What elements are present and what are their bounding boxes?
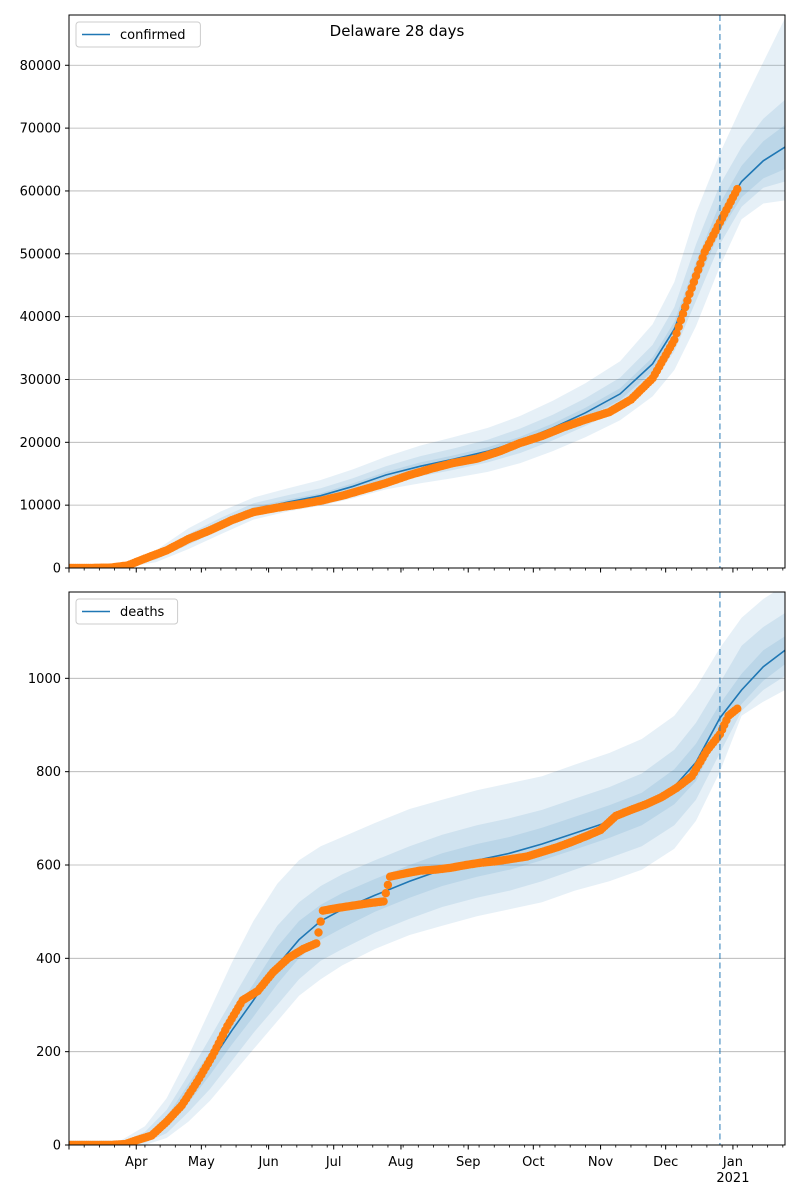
y-tick-label: 10000 — [20, 499, 61, 514]
y-tick-label: 60000 — [20, 184, 61, 199]
observed-point — [678, 309, 688, 318]
y-tick-label: 70000 — [20, 122, 61, 137]
y-tick-label: 40000 — [20, 310, 61, 325]
band-inner — [69, 636, 785, 1145]
deaths-panel: 0 200 400 600 800 1000 Apr May Jun Jul Aug Sep Oct No… — [28, 591, 786, 1186]
x-tick-label: Dec — [653, 1155, 678, 1170]
x-tick-label: Nov — [588, 1155, 614, 1170]
legend-label: deaths — [120, 605, 165, 620]
x-tick-label: Jun — [257, 1155, 278, 1170]
confirmed-panel: 0 10000 20000 30000 40000 50000 60000 70000 8000… — [20, 14, 786, 577]
observed-point — [676, 316, 686, 325]
observed-point — [674, 322, 683, 331]
band-outer — [69, 18, 785, 568]
observed-point — [683, 296, 692, 305]
x-tick-label: Apr — [125, 1155, 148, 1170]
y-tick-label: 20000 — [20, 436, 61, 451]
x-tick-label: Sep — [456, 1155, 481, 1170]
legend-label: confirmed — [120, 28, 186, 43]
observed-point — [379, 897, 388, 906]
y-tick-label: 0 — [53, 1139, 61, 1154]
band-mid — [69, 99, 785, 568]
x-tick-label: Jan — [722, 1155, 743, 1170]
y-tick-label: 800 — [36, 765, 61, 780]
observed-point — [312, 939, 321, 948]
y-tick-label: 50000 — [20, 247, 61, 262]
observed-point — [733, 704, 742, 713]
x-tick-sublabel: 2021 — [716, 1171, 749, 1186]
observed-point — [672, 329, 681, 338]
y-tick-label: 1000 — [28, 672, 61, 687]
observed-point — [314, 928, 323, 937]
legend-box — [75, 598, 179, 625]
y-tick-label: 200 — [36, 1045, 61, 1060]
x-tick-label: Oct — [522, 1155, 544, 1170]
y-tick-label: 400 — [36, 952, 61, 967]
observed-point — [316, 917, 325, 926]
legend: deaths — [75, 598, 179, 625]
observed-point — [681, 302, 690, 312]
legend-box — [75, 21, 201, 48]
observed-point — [383, 880, 393, 890]
x-tick-label: Aug — [388, 1155, 413, 1170]
x-tick-label: Jul — [325, 1155, 342, 1170]
y-tick-label: 30000 — [20, 373, 61, 388]
observed-point — [381, 889, 390, 898]
observed-point — [733, 184, 742, 194]
plot-area — [69, 592, 785, 1145]
axes-frame — [68, 591, 786, 1146]
y-tick-label: 80000 — [20, 59, 61, 74]
y-tick-label: 600 — [36, 859, 61, 874]
axes-frame — [68, 14, 786, 569]
plot-area — [69, 18, 785, 568]
legend: confirmed — [75, 21, 201, 48]
y-tick-label: 0 — [53, 562, 61, 577]
band-mid — [69, 613, 785, 1145]
observed-point — [670, 335, 679, 345]
chart-title: Delaware 28 days — [330, 22, 465, 40]
x-tick-label: May — [188, 1155, 215, 1170]
